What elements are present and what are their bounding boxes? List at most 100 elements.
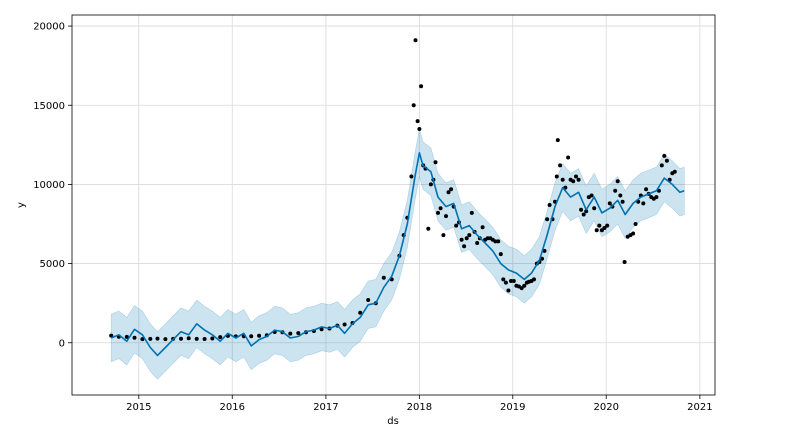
observed-point bbox=[428, 182, 433, 187]
observed-point bbox=[509, 279, 513, 283]
observed-point bbox=[594, 228, 599, 233]
observed-point bbox=[194, 336, 199, 341]
observed-point bbox=[498, 252, 503, 257]
observed-point bbox=[571, 179, 576, 184]
observed-point bbox=[566, 155, 571, 160]
plot-frame bbox=[71, 14, 716, 396]
uncertainty-band bbox=[110, 128, 685, 380]
observed-point bbox=[296, 331, 301, 336]
observed-point bbox=[592, 206, 597, 211]
observed-point bbox=[506, 288, 511, 293]
observed-point bbox=[560, 177, 565, 182]
observed-point bbox=[493, 239, 498, 244]
observed-point bbox=[124, 334, 129, 339]
observed-point bbox=[579, 207, 584, 212]
observed-point bbox=[366, 298, 371, 302]
observed-point bbox=[659, 163, 664, 168]
observed-point bbox=[449, 187, 454, 192]
observed-point bbox=[576, 177, 581, 182]
observed-point bbox=[218, 335, 223, 340]
observed-point bbox=[464, 236, 469, 241]
observed-point bbox=[426, 226, 431, 231]
observed-point bbox=[475, 241, 480, 245]
observed-point bbox=[615, 179, 620, 184]
observed-point bbox=[109, 333, 114, 338]
forecast-line bbox=[110, 152, 685, 357]
observed-point bbox=[409, 174, 414, 179]
observed-point bbox=[522, 283, 527, 288]
observed-point bbox=[605, 223, 610, 228]
plot-background bbox=[72, 15, 715, 395]
x-axis-ticks: 2015 2016 2017 2018 2019 2020 2021 bbox=[126, 395, 713, 413]
observed-point bbox=[411, 103, 416, 108]
y-tick-label: 5000 bbox=[40, 259, 65, 270]
observed-point bbox=[381, 275, 386, 280]
observed-point bbox=[542, 248, 547, 253]
observed-point bbox=[288, 331, 293, 336]
observed-point bbox=[581, 212, 586, 217]
forecast-line-layer bbox=[110, 152, 685, 357]
x-tick-label: 2015 bbox=[126, 402, 151, 413]
observed-point bbox=[620, 199, 625, 204]
observed-point bbox=[597, 223, 602, 228]
uncertainty-band-layer bbox=[110, 128, 685, 380]
observed-point bbox=[438, 206, 443, 211]
observed-point bbox=[433, 160, 438, 165]
observed-point bbox=[419, 84, 424, 89]
observed-point bbox=[480, 225, 485, 230]
observed-point bbox=[257, 333, 262, 338]
x-tick-label: 2020 bbox=[593, 402, 618, 413]
observed-point bbox=[459, 237, 464, 242]
x-tick-label: 2019 bbox=[500, 402, 525, 413]
observed-point bbox=[436, 210, 440, 215]
observed-point bbox=[496, 239, 501, 244]
observed-point bbox=[441, 233, 446, 238]
y-tick-label: 10000 bbox=[33, 180, 65, 191]
gridlines bbox=[72, 15, 715, 395]
observed-point bbox=[140, 337, 145, 342]
x-axis-label: ds bbox=[387, 416, 399, 427]
observed-point bbox=[644, 187, 649, 192]
observed-point bbox=[249, 334, 254, 339]
observed-point bbox=[444, 214, 448, 219]
observed-point bbox=[631, 231, 636, 236]
observed-point bbox=[202, 337, 207, 341]
observed-point bbox=[446, 190, 451, 195]
observed-point bbox=[462, 244, 467, 249]
observed-point bbox=[467, 233, 472, 238]
x-tick-label: 2021 bbox=[687, 402, 712, 413]
observed-point bbox=[613, 188, 618, 193]
observed-point bbox=[417, 127, 422, 131]
observed-point bbox=[558, 163, 563, 168]
observed-point bbox=[672, 169, 677, 174]
observed-point bbox=[358, 310, 363, 315]
observed-point bbox=[554, 174, 559, 179]
observed-point bbox=[503, 280, 508, 285]
y-tick-label: 20000 bbox=[33, 22, 65, 33]
observed-point bbox=[132, 335, 137, 340]
observed-point bbox=[179, 336, 183, 341]
observed-point bbox=[148, 336, 153, 341]
observed-points-layer bbox=[109, 38, 677, 342]
y-axis-label: y bbox=[16, 202, 27, 208]
observed-point bbox=[415, 119, 420, 124]
x-tick-label: 2017 bbox=[313, 402, 338, 413]
observed-point bbox=[342, 322, 347, 327]
observed-point bbox=[519, 286, 524, 291]
observed-point bbox=[654, 195, 659, 200]
observed-point bbox=[545, 217, 550, 222]
observed-point bbox=[589, 193, 594, 198]
y-tick-label: 0 bbox=[59, 338, 65, 349]
observed-point bbox=[413, 38, 418, 43]
observed-point bbox=[584, 209, 589, 214]
observed-point bbox=[210, 336, 215, 341]
observed-point bbox=[662, 153, 667, 158]
observed-point bbox=[511, 279, 516, 283]
observed-point bbox=[641, 201, 646, 206]
observed-point bbox=[319, 327, 324, 332]
observed-point bbox=[186, 336, 191, 341]
observed-point bbox=[633, 222, 638, 226]
observed-point bbox=[547, 203, 552, 207]
observed-point bbox=[469, 210, 474, 215]
